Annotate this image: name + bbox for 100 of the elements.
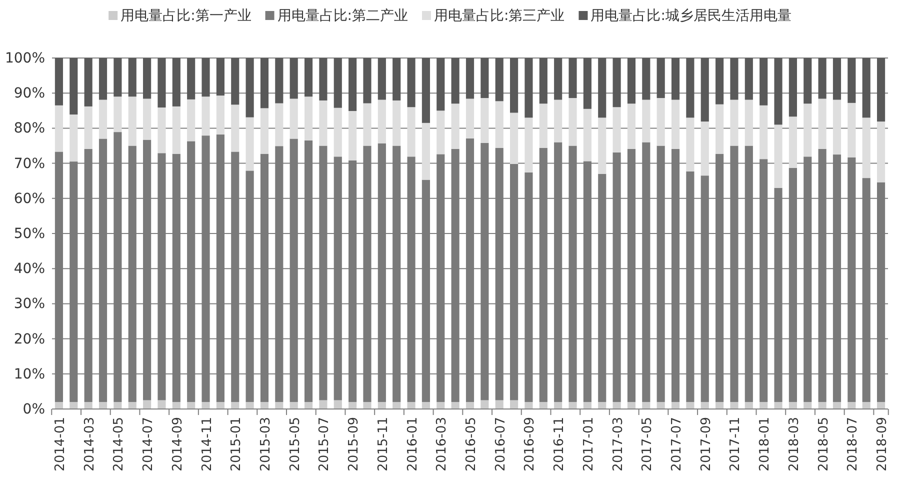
- bar: [818, 58, 826, 99]
- bar: [114, 402, 122, 409]
- bar: [334, 58, 342, 108]
- x-tick-label: 2018-09: [875, 417, 890, 472]
- bar: [304, 96, 313, 140]
- bar: [598, 58, 606, 118]
- bar: [348, 58, 357, 111]
- bar: [290, 58, 298, 99]
- x-tick-label: 2014-03: [82, 417, 98, 472]
- y-tick-label: 90%: [14, 86, 45, 102]
- x-tick-label: 2017-03: [610, 417, 626, 472]
- bar: [231, 104, 240, 152]
- bar: [348, 111, 357, 160]
- x-tick-label: 2017-01: [581, 417, 596, 472]
- bar: [84, 402, 92, 409]
- bar: [656, 98, 665, 146]
- bar: [70, 114, 78, 162]
- x-tick-label: 2015-11: [376, 417, 391, 472]
- bar: [114, 96, 122, 132]
- x-tick-label: 2017-05: [640, 417, 656, 472]
- x-tick-label: 2018-01: [758, 417, 773, 472]
- bar: [392, 402, 401, 409]
- bar: [216, 58, 224, 96]
- bar: [832, 58, 842, 100]
- bar: [275, 103, 284, 146]
- bar: [319, 58, 328, 100]
- bar: [172, 106, 180, 154]
- bar: [862, 402, 870, 409]
- bar: [363, 103, 372, 146]
- y-tick-label: 60%: [14, 190, 45, 207]
- bar: [158, 400, 166, 409]
- x-tick-label: 2015-03: [258, 417, 274, 472]
- bar: [876, 122, 886, 182]
- bar: [436, 402, 445, 409]
- bar: [744, 402, 753, 409]
- bar: [788, 402, 797, 409]
- y-tick-label: 80%: [14, 120, 45, 137]
- y-tick-label: 100%: [4, 50, 45, 66]
- bar: [760, 402, 768, 409]
- bar: [495, 101, 504, 148]
- x-tick-label: 2014-01: [52, 417, 68, 472]
- bar: [627, 58, 636, 104]
- bar: [730, 100, 738, 146]
- bar: [275, 402, 284, 409]
- bar: [774, 402, 782, 409]
- bar: [804, 104, 812, 157]
- bar: [539, 104, 548, 148]
- y-tick-label: 20%: [14, 331, 45, 348]
- bar: [656, 58, 665, 98]
- x-tick-label: 2017-11: [728, 417, 744, 472]
- bar: [378, 58, 386, 100]
- bar: [554, 100, 562, 142]
- x-tick-label: 2014-05: [112, 417, 127, 472]
- bar: [290, 402, 298, 409]
- bar: [422, 58, 430, 123]
- bar: [363, 402, 372, 409]
- bar: [407, 58, 416, 108]
- bar: [862, 58, 870, 118]
- bar: [862, 118, 870, 178]
- bar: [202, 402, 210, 409]
- bar: [848, 102, 856, 158]
- bar: [642, 402, 650, 409]
- bar: [818, 98, 826, 149]
- bar: [436, 58, 445, 111]
- bar: [686, 118, 694, 172]
- bar: [716, 104, 724, 154]
- bar: [510, 112, 518, 164]
- bar: [671, 402, 680, 409]
- bar: [451, 58, 460, 104]
- bar: [202, 58, 210, 97]
- bar: [466, 402, 474, 409]
- bar: [187, 402, 196, 409]
- x-tick-label: 2017-09: [698, 417, 714, 472]
- x-tick-label: 2017-07: [670, 417, 685, 472]
- bar: [832, 402, 842, 409]
- bar: [54, 58, 64, 106]
- x-tick-label: 2016-03: [434, 417, 450, 472]
- bar: [334, 400, 342, 409]
- x-tick-label: 2018-05: [816, 417, 832, 472]
- x-tick-label: 2016-05: [464, 417, 479, 472]
- bar: [202, 96, 210, 136]
- bar: [143, 98, 152, 140]
- bar: [539, 402, 548, 409]
- bar: [495, 400, 504, 409]
- bar: [128, 58, 136, 97]
- x-tick-label: 2015-05: [288, 417, 303, 472]
- bar: [304, 402, 313, 409]
- bar: [642, 100, 650, 142]
- bar: [760, 105, 768, 160]
- bar: [98, 402, 108, 409]
- bar: [348, 402, 357, 409]
- bar: [804, 58, 812, 104]
- bar: [568, 58, 577, 98]
- x-tick-label: 2015-07: [317, 417, 332, 472]
- bar: [524, 58, 533, 118]
- bar: [480, 58, 489, 98]
- bar: [510, 58, 518, 113]
- bar: [172, 402, 180, 409]
- bar: [612, 58, 621, 108]
- x-tick-label: 2014-11: [200, 417, 215, 472]
